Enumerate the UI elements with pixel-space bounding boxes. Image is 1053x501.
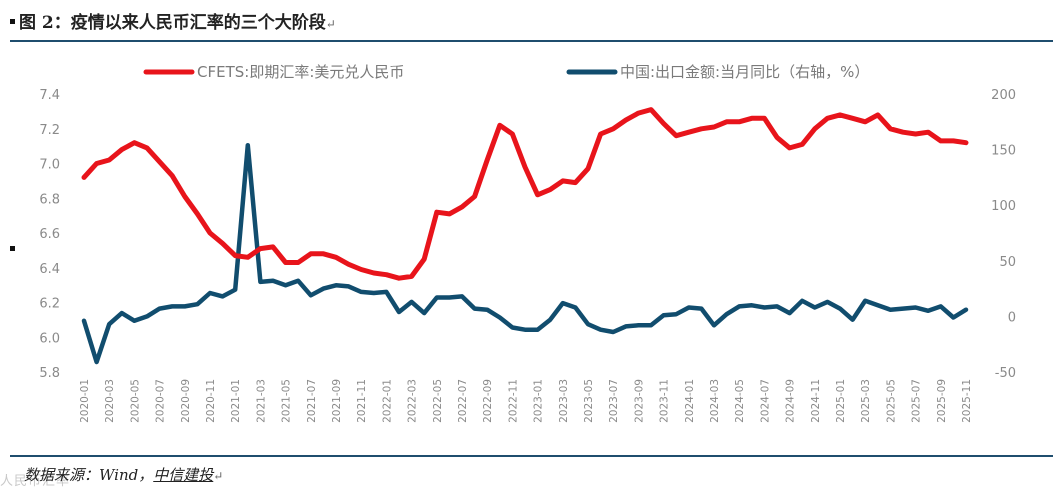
source-separator: ， bbox=[138, 466, 154, 484]
x-tick-label: 2020-03 bbox=[104, 379, 116, 423]
chart: CFETS:即期汇率:美元兑人民币 中国:出口金额:当月同比（右轴，%） 7.4… bbox=[39, 63, 1016, 423]
right-tick-label: 100 bbox=[991, 199, 1016, 214]
right-tick-label: 0 bbox=[1008, 310, 1016, 325]
x-tick-label: 2022-09 bbox=[482, 379, 494, 423]
x-tick-label: 2020-09 bbox=[180, 379, 192, 423]
x-tick-label: 2023-07 bbox=[608, 379, 620, 423]
x-tick-label: 2025-01 bbox=[835, 379, 847, 423]
left-tick-label: 7.4 bbox=[39, 88, 60, 103]
left-tick-label: 6.0 bbox=[39, 331, 60, 346]
x-tick-label: 2025-07 bbox=[911, 379, 923, 423]
x-tick-label: 2024-05 bbox=[734, 379, 746, 423]
export-growth-line bbox=[81, 142, 969, 365]
right-tick-label: 150 bbox=[991, 144, 1016, 159]
x-tick-label: 2021-01 bbox=[230, 379, 242, 423]
x-tick-label: 2025-11 bbox=[961, 379, 973, 423]
title-bullet-icon bbox=[10, 19, 15, 24]
source-prefix: 数据来源： bbox=[24, 466, 100, 484]
x-tick-label: 2020-07 bbox=[155, 379, 167, 423]
x-tick-label: 2021-03 bbox=[255, 379, 267, 423]
title-divider bbox=[10, 40, 1053, 42]
footer-divider bbox=[10, 455, 1053, 457]
x-tick-label: 2023-03 bbox=[558, 379, 570, 423]
legend: CFETS:即期汇率:美元兑人民币 中国:出口金额:当月同比（右轴，%） bbox=[143, 63, 869, 81]
x-tick-label: 2020-01 bbox=[79, 379, 91, 423]
series-layer bbox=[81, 107, 969, 365]
x-tick-label: 2022-03 bbox=[407, 379, 419, 423]
x-tick-label: 2021-05 bbox=[281, 379, 293, 423]
x-tick-label: 2022-11 bbox=[507, 379, 519, 423]
watermark: 人民币汇率 bbox=[0, 474, 71, 489]
left-tick-label: 6.4 bbox=[39, 262, 60, 277]
x-tick-label: 2025-03 bbox=[860, 379, 872, 423]
x-tick-label: 2024-03 bbox=[709, 379, 721, 423]
x-tick-label: 2023-05 bbox=[583, 379, 595, 423]
right-y-axis: 200 150 100 50 0 -50 bbox=[991, 88, 1016, 381]
x-tick-label: 2024-11 bbox=[810, 379, 822, 423]
source-return-mark-icon: ↵ bbox=[213, 469, 224, 483]
legend-label-cny: CFETS:即期汇率:美元兑人民币 bbox=[197, 63, 404, 81]
x-tick-label: 2023-09 bbox=[633, 379, 645, 423]
side-bullet-icon bbox=[10, 246, 15, 251]
left-y-axis: 7.4 7.2 7.0 6.8 6.6 6.4 6.2 6.0 5.8 bbox=[39, 88, 60, 381]
x-tick-label: 2024-07 bbox=[759, 379, 771, 423]
x-tick-label: 2021-07 bbox=[306, 379, 318, 423]
x-tick-label: 2021-11 bbox=[356, 379, 368, 423]
left-tick-label: 7.0 bbox=[39, 158, 60, 173]
left-tick-label: 6.2 bbox=[39, 297, 60, 312]
left-tick-label: 5.8 bbox=[39, 366, 60, 381]
return-mark-icon: ↵ bbox=[325, 17, 336, 31]
source-org: 中信建投 bbox=[153, 466, 214, 484]
right-tick-label: 200 bbox=[991, 88, 1016, 103]
x-tick-label: 2024-09 bbox=[785, 379, 797, 423]
left-tick-label: 7.2 bbox=[39, 123, 60, 138]
left-tick-label: 6.6 bbox=[39, 227, 60, 242]
x-tick-label: 2025-09 bbox=[936, 379, 948, 423]
source-note: 数据来源：Wind，中信建投↵ bbox=[24, 464, 223, 485]
x-tick-label: 2023-11 bbox=[659, 379, 671, 423]
source-wind: Wind bbox=[99, 466, 139, 484]
right-tick-label: -50 bbox=[995, 366, 1016, 381]
cny-rate-line bbox=[81, 107, 969, 281]
x-axis: 2020-01 2020-03 2020-05 2020-07 2020-09 2020-… bbox=[79, 379, 973, 423]
x-tick-label: 2025-05 bbox=[885, 379, 897, 423]
x-tick-label: 2022-07 bbox=[457, 379, 469, 423]
x-tick-label: 2020-05 bbox=[129, 379, 141, 423]
figure-title: 图 2：疫情以来人民币汇率的三个大阶段↵ bbox=[10, 10, 336, 36]
x-tick-label: 2024-01 bbox=[684, 379, 696, 423]
x-tick-label: 2020-11 bbox=[205, 379, 217, 423]
x-tick-label: 2022-01 bbox=[381, 379, 393, 423]
x-tick-label: 2021-09 bbox=[331, 379, 343, 423]
right-tick-label: 50 bbox=[999, 255, 1016, 270]
left-tick-label: 6.8 bbox=[39, 192, 60, 207]
x-tick-label: 2023-01 bbox=[533, 379, 545, 423]
figure-title-text: 图 2：疫情以来人民币汇率的三个大阶段 bbox=[19, 13, 326, 33]
legend-label-export: 中国:出口金额:当月同比（右轴，%） bbox=[620, 63, 869, 81]
x-tick-label: 2022-05 bbox=[432, 379, 444, 423]
